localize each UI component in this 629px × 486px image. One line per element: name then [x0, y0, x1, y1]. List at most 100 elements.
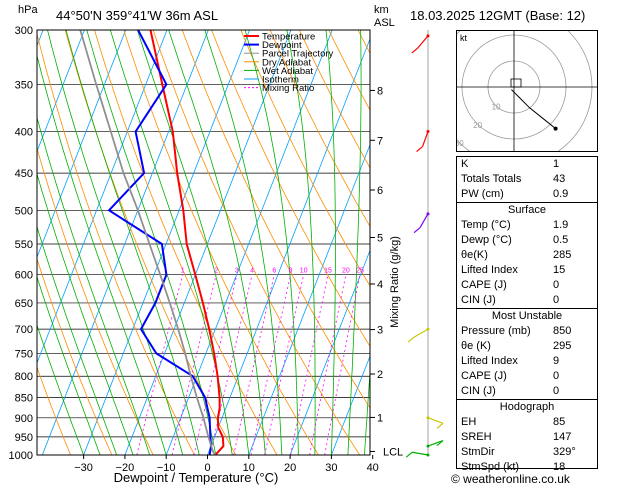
- wet-adiabat-line: [347, 30, 362, 455]
- mixing-ratio-line: [309, 274, 347, 455]
- index-value: 1.9: [553, 219, 569, 231]
- wet-adiabat-line: [364, 366, 370, 455]
- km-unit-label: km: [374, 4, 389, 16]
- hodograph-section-title: Hodograph: [457, 399, 597, 415]
- pressure-tick-label: 900: [15, 413, 33, 425]
- temperature-tick-label: 30: [325, 462, 337, 474]
- index-row: Pressure (mb) 850: [457, 324, 597, 339]
- index-row: CIN (J) 0: [457, 293, 597, 308]
- wet-adiabat-line: [47, 30, 184, 455]
- temperature-tick-label: −30: [74, 462, 93, 474]
- index-row: Lifted Index 15: [457, 263, 597, 278]
- index-label: Temp (°C): [461, 219, 511, 231]
- isotherm-line: [83, 30, 250, 455]
- mixing-ratio-line: [250, 274, 291, 455]
- mixing-ratio-label: 6: [272, 268, 276, 275]
- legend-entry: Dewpoint: [262, 40, 302, 51]
- wet-adiabat-line: [286, 30, 316, 455]
- isotherm-line: [37, 30, 85, 153]
- mixing-ratio-label: 10: [300, 268, 308, 275]
- wet-adiabat-line: [37, 54, 167, 455]
- wind-barb: [413, 212, 430, 234]
- hodograph-unit-label: kt: [460, 33, 468, 43]
- wet-adiabat-line: [204, 30, 283, 455]
- index-row: StmDir 329°: [457, 445, 597, 460]
- wet-adiabat-line: [37, 275, 101, 455]
- wind-barb: [405, 451, 430, 458]
- surface-section-title: Surface: [457, 202, 597, 218]
- isotherm-line: [248, 143, 370, 455]
- profile-dewpoint: [107, 30, 213, 455]
- mixing-ratio-line: [290, 274, 329, 455]
- temperature-tick-label: 0: [204, 462, 210, 474]
- unstable-section-title: Most Unstable: [457, 308, 597, 324]
- hodograph-ring-label: 30: [457, 139, 464, 148]
- pressure-tick-label: 800: [15, 371, 33, 383]
- index-row: Temp (°C) 1.9: [457, 218, 597, 233]
- isotherm-line: [37, 30, 168, 364]
- hodograph-trace: [511, 89, 556, 129]
- index-label: EH: [461, 416, 477, 428]
- mixing-ratio-line: [324, 274, 361, 455]
- index-label: StmDir: [461, 446, 495, 458]
- pressure-tick-label: 650: [15, 298, 33, 310]
- dry-adiabat-line: [211, 30, 370, 348]
- dry-adiabat-line: [240, 30, 370, 287]
- pressure-tick-label: 400: [15, 127, 33, 139]
- mixing-ratio-label: 3: [235, 268, 239, 275]
- pressure-tick-label: 1000: [9, 450, 33, 462]
- index-row: StmSpd (kt) 18: [457, 460, 597, 475]
- mixing-ratio-label: 4: [250, 268, 254, 275]
- mixing-ratio-line: [136, 274, 184, 455]
- mixing-ratio-label: 25: [356, 268, 364, 275]
- index-label: CAPE (J): [461, 279, 507, 291]
- index-row: CIN (J) 0: [457, 384, 597, 399]
- index-value: 295: [553, 340, 572, 352]
- index-row: EH 85: [457, 415, 597, 430]
- wet-adiabat-line: [137, 30, 250, 455]
- index-value: 18: [553, 461, 566, 473]
- legend-entry: Isotherm: [262, 75, 299, 86]
- index-row: θe (K) 295: [457, 339, 597, 354]
- index-value: 0: [553, 294, 560, 306]
- hpa-unit-label: hPa: [18, 4, 38, 16]
- wet-adiabat-line: [244, 30, 299, 455]
- isotherm-line: [207, 37, 370, 455]
- legend-entry: Dry Adiabat: [262, 57, 311, 68]
- index-label: K: [461, 158, 469, 170]
- index-label: PW (cm): [461, 188, 504, 200]
- pressure-tick-label: 500: [15, 205, 33, 217]
- dry-adiabat-line: [37, 366, 71, 455]
- legend-entry: Wet Adiabat: [262, 66, 313, 77]
- hodograph-ring: [435, 8, 593, 166]
- index-row: Totals Totals 43: [457, 172, 597, 187]
- index-value: 0: [553, 385, 560, 397]
- wet-adiabat-line: [37, 116, 151, 455]
- index-row: SREH 147: [457, 430, 597, 445]
- isotherm-line: [331, 355, 370, 455]
- hodograph-panel: kt 10 20 30: [435, 8, 598, 166]
- location-label: 44°50'N 359°41'W 36m ASL: [56, 8, 219, 23]
- height-km-label: 6: [377, 185, 383, 197]
- index-label: StmSpd (kt): [461, 461, 520, 473]
- index-value: 329°: [553, 446, 576, 458]
- hodograph-ring-label: 10: [492, 102, 501, 111]
- index-value: 285: [553, 249, 572, 261]
- index-label: Lifted Index: [461, 355, 518, 367]
- legend-entry: Temperature: [262, 32, 315, 43]
- index-label: Pressure (mb): [461, 325, 531, 337]
- wet-adiabat-line: [325, 30, 336, 455]
- index-value: 85: [553, 416, 566, 428]
- index-value: 15: [553, 264, 566, 276]
- wet-adiabat-line: [37, 225, 117, 455]
- wind-barb: [407, 327, 430, 343]
- temperature-tick-label: 10: [243, 462, 255, 474]
- asl-unit-label: ASL: [374, 17, 395, 29]
- wet-adiabat-line: [65, 30, 200, 455]
- isotherm-line: [41, 30, 209, 455]
- mixing-ratio-line: [233, 274, 275, 455]
- wet-adiabat-line: [37, 323, 84, 455]
- dry-adiabat-line: [181, 30, 370, 409]
- isotherm-line: [289, 249, 370, 455]
